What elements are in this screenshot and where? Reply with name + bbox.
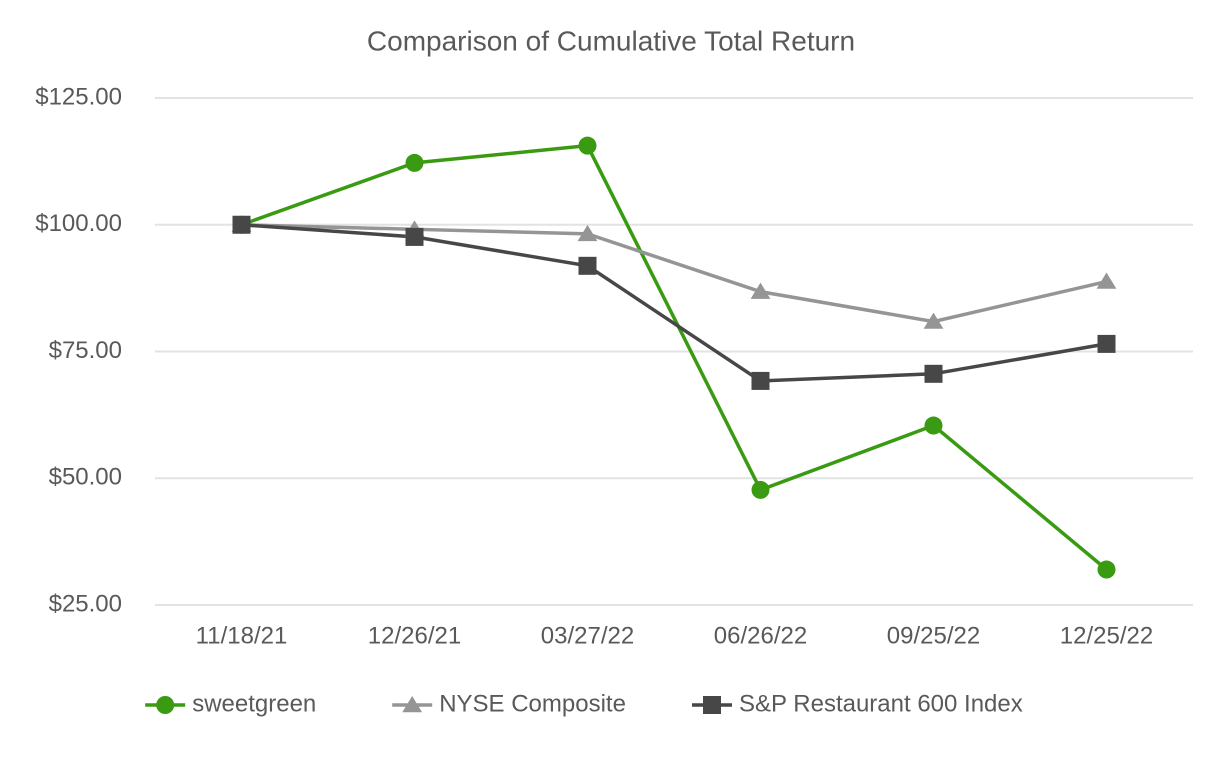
marker [232, 215, 251, 234]
y-tick-label: $50.00 [49, 464, 122, 491]
marker [577, 224, 598, 242]
legend-label: S&P Restaurant 600 Index [739, 690, 1023, 717]
y-tick-label: $125.00 [35, 83, 122, 110]
marker [924, 416, 943, 435]
y-tick-label: $100.00 [35, 210, 122, 237]
x-tick-label: 11/18/21 [196, 622, 288, 649]
legend-label: NYSE Composite [439, 690, 626, 717]
y-tick-label: $25.00 [49, 590, 122, 617]
legend-marker [703, 696, 721, 714]
x-tick-label: 12/25/22 [1060, 622, 1153, 649]
marker [1096, 272, 1117, 289]
marker [923, 312, 944, 329]
marker [750, 282, 771, 299]
marker [578, 256, 597, 275]
marker [751, 480, 770, 499]
marker [1097, 334, 1116, 353]
marker [405, 153, 424, 172]
series-line [241, 223, 1107, 383]
series-line [241, 223, 1107, 324]
marker [751, 371, 770, 390]
x-tick-label: 09/25/22 [887, 622, 980, 649]
series-line [240, 143, 1108, 571]
marker [405, 227, 424, 246]
x-tick-label: 06/26/22 [714, 622, 807, 649]
chart-title: Comparison of Cumulative Total Return [367, 25, 855, 56]
y-tick-label: $75.00 [49, 337, 122, 364]
x-tick-label: 03/27/22 [541, 622, 634, 649]
marker [924, 364, 943, 383]
legend-label: sweetgreen [192, 690, 316, 717]
x-tick-label: 12/26/21 [368, 622, 461, 649]
legend-marker [156, 696, 175, 714]
marker [578, 136, 597, 155]
marker [1097, 560, 1116, 579]
legend-marker [402, 696, 423, 713]
